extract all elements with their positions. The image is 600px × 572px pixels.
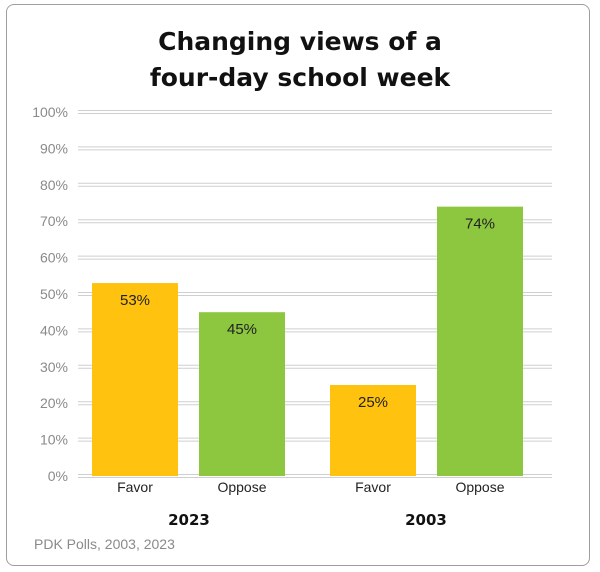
data-label: 45% [227,321,257,338]
x-tick-label: Favor [117,479,153,495]
bar-oppose-2003 [437,206,523,476]
data-label: 74% [465,216,495,233]
chart-title-line-1: Changing views of a [158,27,442,56]
y-tick-label: 60% [40,250,68,266]
x-tick-label: Favor [355,479,391,495]
source-note: PDK Polls, 2003, 2023 [34,536,175,552]
y-tick-label: 0% [48,468,68,484]
group-label: 2023 [168,511,210,529]
y-tick-label: 20% [40,395,68,411]
y-tick-label: 40% [40,322,68,338]
bar-oppose-2023 [199,312,285,476]
y-tick-label: 30% [40,359,68,375]
bar-favor-2023 [92,283,178,476]
group-label: 2003 [405,511,447,529]
y-tick-label: 90% [40,140,68,156]
y-tick-label: 100% [32,104,68,120]
y-tick-label: 70% [40,213,68,229]
data-label: 25% [358,394,388,411]
y-tick-label: 50% [40,286,68,302]
data-label: 53% [120,292,150,309]
x-tick-label: Oppose [455,479,504,495]
x-tick-label: Oppose [217,479,266,495]
chart-title-line-2: four-day school week [149,63,451,92]
y-tick-label: 10% [40,432,68,448]
chart-title: Changing views of a four-day school week [0,24,600,96]
y-tick-label: 80% [40,177,68,193]
bar-favor-2003 [330,385,416,476]
